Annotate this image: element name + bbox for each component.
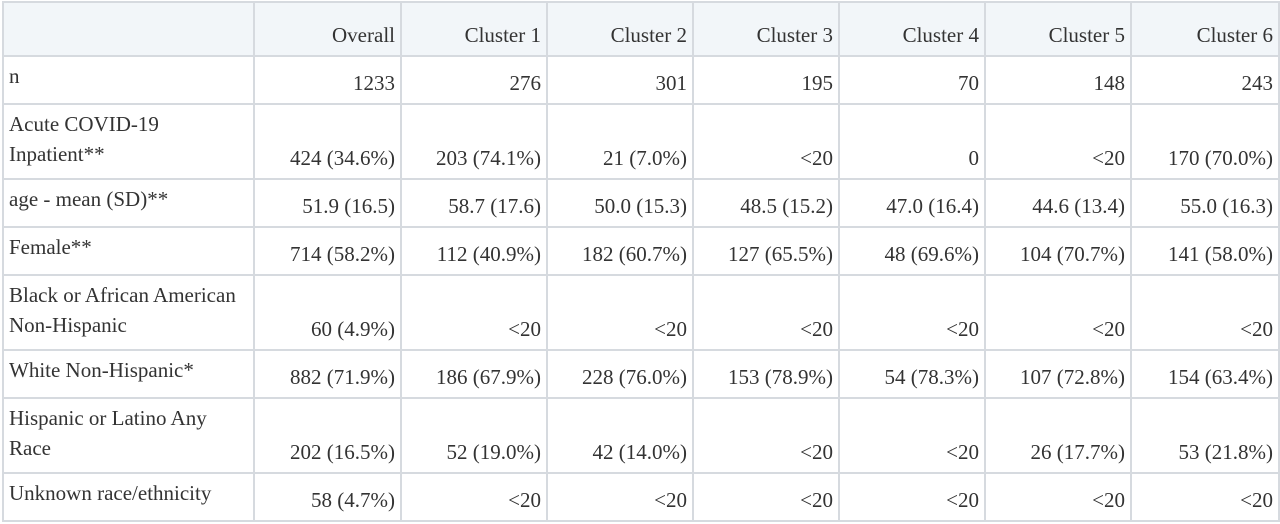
cell: <20	[838, 397, 986, 474]
cell: 112 (40.9%)	[400, 226, 548, 276]
header-cell: Cluster 4	[838, 1, 986, 57]
cell: <20	[1130, 472, 1280, 522]
cell: 58.7 (17.6)	[400, 178, 548, 228]
header-cell: Cluster 5	[984, 1, 1132, 57]
cell: 154 (63.4%)	[1130, 349, 1280, 399]
header-cell: Cluster 6	[1130, 1, 1280, 57]
cell: <20	[984, 472, 1132, 522]
cell: 60 (4.9%)	[253, 274, 402, 351]
cell: 42 (14.0%)	[546, 397, 694, 474]
cell: 48.5 (15.2)	[692, 178, 840, 228]
row-label: n	[2, 55, 255, 105]
cell: <20	[838, 472, 986, 522]
cell: 51.9 (16.5)	[253, 178, 402, 228]
header-cell: Cluster 3	[692, 1, 840, 57]
cell: 148	[984, 55, 1132, 105]
row-label: Black or African American Non-Hispanic	[2, 274, 255, 351]
cell: 301	[546, 55, 694, 105]
cell: <20	[984, 103, 1132, 180]
cell: <20	[400, 274, 548, 351]
cell: <20	[546, 274, 694, 351]
cell: 107 (72.8%)	[984, 349, 1132, 399]
cell: 127 (65.5%)	[692, 226, 840, 276]
cell: 882 (71.9%)	[253, 349, 402, 399]
row-label: Acute COVID-19 Inpatient**	[2, 103, 255, 180]
cell: <20	[1130, 274, 1280, 351]
cell: 47.0 (16.4)	[838, 178, 986, 228]
row-label: Hispanic or Latino Any Race	[2, 397, 255, 474]
cell: 203 (74.1%)	[400, 103, 548, 180]
cell: 276	[400, 55, 548, 105]
cell: 243	[1130, 55, 1280, 105]
table-row: Black or African American Non-Hispanic 60…	[2, 274, 1280, 351]
row-label: age - mean (SD)**	[2, 178, 255, 228]
cell: 170 (70.0%)	[1130, 103, 1280, 180]
header-cell: Cluster 2	[546, 1, 694, 57]
cell: 52 (19.0%)	[400, 397, 548, 474]
header-cell: Overall	[253, 1, 402, 57]
cell: 53 (21.8%)	[1130, 397, 1280, 474]
cell: 141 (58.0%)	[1130, 226, 1280, 276]
cell: 714 (58.2%)	[253, 226, 402, 276]
header-cell: Cluster 1	[400, 1, 548, 57]
cell: 186 (67.9%)	[400, 349, 548, 399]
cell: 58 (4.7%)	[253, 472, 402, 522]
cell: 26 (17.7%)	[984, 397, 1132, 474]
cell: <20	[838, 274, 986, 351]
cell: 44.6 (13.4)	[984, 178, 1132, 228]
cell: 55.0 (16.3)	[1130, 178, 1280, 228]
table-body: n 1233 276 301 195 70 148 243 Acute COVID-19 Inp…	[2, 55, 1280, 522]
row-label: Unknown race/ethnicity	[2, 472, 255, 522]
cell: 228 (76.0%)	[546, 349, 694, 399]
cell: 48 (69.6%)	[838, 226, 986, 276]
cell: <20	[400, 472, 548, 522]
cell: <20	[546, 472, 694, 522]
cell: 0	[838, 103, 986, 180]
table-row: Acute COVID-19 Inpatient** 424 (34.6%) 203…	[2, 103, 1280, 180]
cell: <20	[692, 274, 840, 351]
table-row: Unknown race/ethnicity 58 (4.7%) <20 <20 <20…	[2, 472, 1280, 522]
cell: 1233	[253, 55, 402, 105]
cell: 70	[838, 55, 986, 105]
header-cell	[2, 1, 255, 57]
cell: 21 (7.0%)	[546, 103, 694, 180]
row-label: Female**	[2, 226, 255, 276]
cell: 424 (34.6%)	[253, 103, 402, 180]
cell: 104 (70.7%)	[984, 226, 1132, 276]
table-row: Female** 714 (58.2%) 112 (40.9%) 182 (60.7%…	[2, 226, 1280, 276]
cell: <20	[692, 397, 840, 474]
cell: 182 (60.7%)	[546, 226, 694, 276]
header-row: Overall Cluster 1 Cluster 2 Cluster 3 Cluste…	[2, 1, 1280, 57]
cell: 50.0 (15.3)	[546, 178, 694, 228]
cell: <20	[692, 472, 840, 522]
cell: <20	[984, 274, 1132, 351]
table-row: White Non-Hispanic* 882 (71.9%) 186 (67.9%…	[2, 349, 1280, 399]
cell: 54 (78.3%)	[838, 349, 986, 399]
cell: 202 (16.5%)	[253, 397, 402, 474]
table-row: n 1233 276 301 195 70 148 243	[2, 55, 1280, 105]
table-row: Hispanic or Latino Any Race 202 (16.5%) 52…	[2, 397, 1280, 474]
cell: 153 (78.9%)	[692, 349, 840, 399]
cell: 195	[692, 55, 840, 105]
cell: <20	[692, 103, 840, 180]
table-row: age - mean (SD)** 51.9 (16.5) 58.7 (17.6) 5…	[2, 178, 1280, 228]
row-label: White Non-Hispanic*	[2, 349, 255, 399]
